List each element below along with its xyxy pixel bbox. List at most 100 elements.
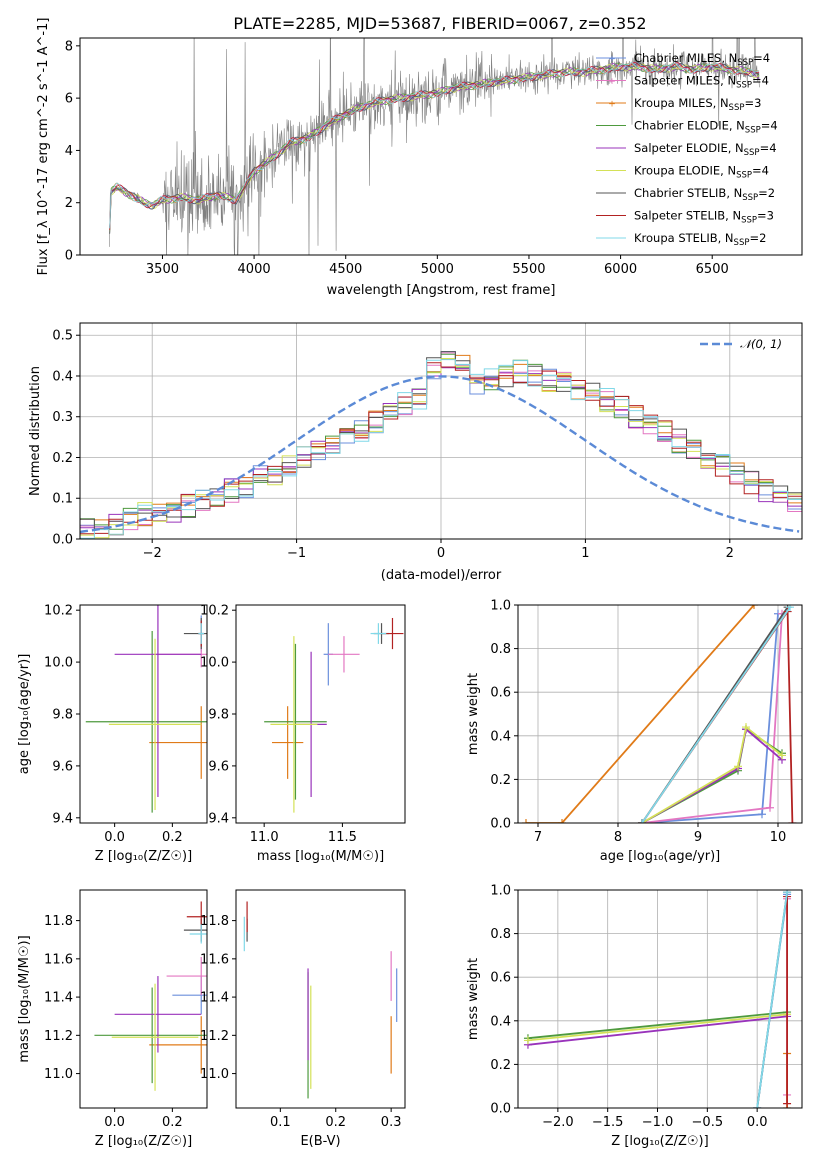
errorbar-salpeter-elodie <box>114 605 202 798</box>
x-tick-label: −1 <box>287 546 306 561</box>
plot-area <box>109 38 760 255</box>
weight-marker <box>753 1104 762 1108</box>
x-axis-label: mass [log₁₀(M/M☉)] <box>257 849 384 864</box>
x-tick-label: 9 <box>694 830 702 845</box>
legend-entry-value: =4 <box>753 51 770 65</box>
x-tick-label: 7 <box>534 830 542 845</box>
panel-mass_vs_Z: 0.0 0.2 11.0 11.2 11.4 11.6 11.8 Z [log₁₀(Z/Z☉)… <box>17 889 208 1149</box>
y-tick-label: 0.5 <box>52 329 73 344</box>
weight-marker <box>778 751 786 760</box>
errorbar-salpeter-miles <box>166 956 207 996</box>
x-tick-label: 5500 <box>512 262 545 277</box>
errorbar-kroupa-miles <box>271 706 304 779</box>
legend: + Chabrier MILES, NSSP=4+ Salpeter MILES, … <box>596 51 778 248</box>
axes-frame <box>517 889 803 1109</box>
axes-frame <box>517 604 803 824</box>
y-tick-label: 11.0 <box>200 1067 229 1082</box>
errorbar-kroupa-elodie <box>111 983 199 1091</box>
y-tick-label: 10.2 <box>200 604 229 619</box>
y-tick-label: 0.4 <box>490 1014 511 1029</box>
legend-entry-name: Chabrier MILES, N <box>634 51 737 65</box>
legend-entry: Salpeter MILES, NSSP=4 <box>634 74 769 91</box>
errorbar-kroupa-elodie <box>270 636 318 813</box>
y-axis-label: mass weight <box>466 673 481 755</box>
plot-area <box>264 617 404 813</box>
legend-entry-value: =3 <box>744 96 761 110</box>
y-tick-label: 0 <box>65 249 73 264</box>
plot-area <box>523 890 792 1108</box>
x-tick-label: 2 <box>726 546 734 561</box>
residual-hist-kroupa-stelib <box>80 359 802 539</box>
y-tick-label: 8 <box>65 39 73 54</box>
errorbar-kroupa-miles <box>149 1016 207 1074</box>
errorbar-salpeter-elodie <box>114 976 202 1053</box>
weight-marker <box>786 605 794 612</box>
x-tick-label: 0.3 <box>381 1115 402 1130</box>
legend-entry-value: =2 <box>758 186 775 200</box>
y-axis-label: mass [log₁₀(M/M☉)] <box>17 935 32 1062</box>
axes-frame <box>79 889 208 1109</box>
y-tick-label: 0.0 <box>490 817 511 832</box>
legend-entry-sub: SSP <box>736 171 752 181</box>
y-tick-label: 0.6 <box>490 686 511 701</box>
x-tick-label: 0.0 <box>104 1115 125 1130</box>
y-tick-label: 9.8 <box>208 708 229 723</box>
y-tick-label: 0.2 <box>490 773 511 788</box>
weight-marker <box>742 723 750 732</box>
y-tick-label: 0.4 <box>490 729 511 744</box>
panel-age_vs_Z: 0.0 0.2 9.4 9.6 9.8 10.0 10.2 Z [log₁₀(Z/Z☉)] ag… <box>17 604 208 864</box>
x-tick-label: −2 <box>143 546 162 561</box>
legend-entry-value: =4 <box>760 141 777 155</box>
y-axis-label: age [log₁₀(age/yr)] <box>17 654 32 775</box>
legend-normal-label: 𝒩(0, 1) <box>740 337 782 351</box>
legend-entry-name: Salpeter MILES, N <box>634 74 736 88</box>
y-tick-label: 0.2 <box>490 1058 511 1073</box>
y-tick-label: 9.4 <box>52 811 73 826</box>
x-axis-label: (data-model)/error <box>381 568 502 583</box>
plot-area <box>85 605 207 813</box>
y-tick-label: 11.2 <box>44 1029 73 1044</box>
normal-curve <box>80 375 800 534</box>
y-axis-label: mass weight <box>466 958 481 1040</box>
x-tick-label: 0.2 <box>162 830 183 845</box>
weight-marker <box>788 819 797 823</box>
errorbar-kroupa-stelib <box>198 623 205 644</box>
weight-marker <box>783 1099 792 1108</box>
x-tick-label: 0.1 <box>270 1115 291 1130</box>
legend-entry: Salpeter STELIB, NSSP=3 <box>634 209 774 226</box>
weight-line-kroupa-miles <box>526 605 755 823</box>
legend-entry: Chabrier MILES, NSSP=4 <box>634 51 770 68</box>
y-tick-label: 0.6 <box>490 971 511 986</box>
model-spectrum-salpeter-stelib <box>109 61 760 231</box>
legend-entry-value: =4 <box>752 164 769 178</box>
weight-marker <box>734 762 742 771</box>
weight-marker <box>558 819 566 823</box>
legend-entry-sub: SSP <box>736 81 752 91</box>
y-tick-label: 0.0 <box>52 533 73 548</box>
panel-residuals: −2 −1 0 1 2 0.0 0.1 0.2 0.3 0.4 0.5 (data-model)/er… <box>28 322 803 583</box>
legend-entry-value: =4 <box>752 74 769 88</box>
panel-weight_vs_age: 7 8 9 10 0.0 0.2 0.4 0.6 0.8 1.0 age [log₁₀(age/yr… <box>466 599 803 864</box>
legend-entry: Kroupa STELIB, NSSP=2 <box>634 231 766 248</box>
y-tick-label: 11.8 <box>200 914 229 929</box>
axes-frame <box>235 889 406 1109</box>
legend-entry-sub: SSP <box>744 148 760 158</box>
legend-entry-sub: SSP <box>741 216 757 226</box>
model-spectrum-chabrier-elodie <box>109 62 760 228</box>
y-tick-label: 4 <box>65 144 73 159</box>
y-tick-label: 9.8 <box>52 708 73 723</box>
residual-hist-salpeter-stelib <box>80 362 802 535</box>
errorbar-chabrier-elodie <box>94 987 207 1084</box>
x-tick-label: −0.5 <box>692 1115 724 1130</box>
weight-line-kroupa-elodie <box>641 725 783 823</box>
axes-frame <box>235 604 406 824</box>
y-tick-label: 11.2 <box>200 1029 229 1044</box>
y-tick-label: 0.8 <box>490 642 511 657</box>
errorbar-chabrier-elodie <box>85 630 207 813</box>
y-tick-label: 9.6 <box>52 759 73 774</box>
axes-frame <box>79 37 803 256</box>
legend-entry-value: =2 <box>749 231 766 245</box>
legend-entry-sub: SSP <box>729 103 745 113</box>
weight-line-chabrier-elodie <box>527 1011 788 1040</box>
